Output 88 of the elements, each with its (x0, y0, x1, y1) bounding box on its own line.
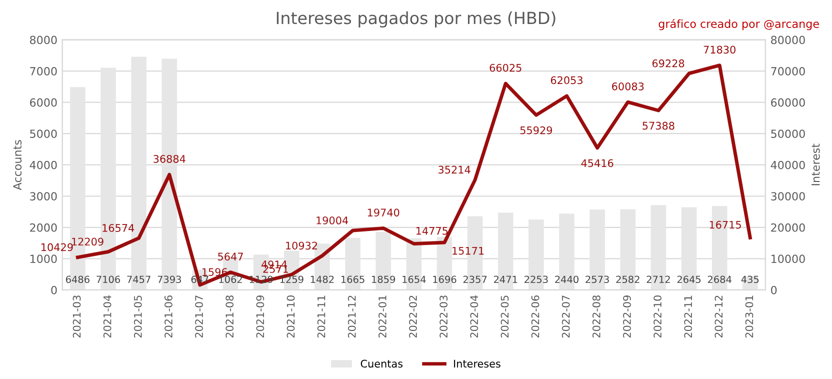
x-tick-label: 2021-09 (256, 296, 264, 338)
y-tick-label: 3000 (30, 192, 57, 201)
data-label: 71830 (704, 46, 736, 54)
data-label: 16715 (710, 220, 741, 229)
data-label: 2440 (555, 276, 578, 284)
data-label: 45416 (581, 159, 614, 168)
data-label: 1482 (310, 276, 334, 284)
x-tick-label: 2021-04 (103, 295, 112, 338)
chart-title: Intereses pagados por mes (HBD) (276, 11, 556, 28)
x-tick-label: 2021-11 (317, 296, 326, 338)
data-label: 7457 (127, 276, 150, 284)
legend-label: Intereses (454, 360, 500, 368)
x-tick-label: 2022-07 (562, 296, 570, 338)
y-tick-label: 0 (51, 286, 57, 294)
x-tick-label: 2022-05 (500, 296, 509, 338)
y-tick-label: 8000 (30, 36, 57, 44)
data-label: 5647 (218, 252, 243, 261)
text: gráfico creado por @arcange (658, 18, 819, 30)
data-label: 10932 (286, 242, 318, 250)
data-label: 2471 (494, 276, 518, 283)
data-label: 36884 (154, 154, 186, 163)
x-tick-label: 2023-01 (745, 296, 754, 338)
x-tick-label: 2022-02 (409, 296, 417, 338)
data-label: 15171 (452, 246, 484, 255)
y-tick-label: 5000 (30, 130, 57, 138)
x-tick-label: 2022-12 (714, 296, 723, 338)
x-tick-label: 2021-12 (348, 296, 356, 338)
data-label: 1654 (402, 276, 426, 284)
y-tick-label: 6000 (30, 98, 57, 107)
y2-axis-title: Interest (812, 144, 820, 186)
data-label: 60083 (612, 82, 644, 90)
x-tick-label: 2022-11 (684, 296, 692, 338)
data-label: 19004 (316, 216, 348, 224)
x-tick-label: 2022-09 (623, 296, 631, 338)
y-tick-label: 4000 (30, 160, 57, 170)
x-tick-label: 2022-01 (378, 296, 386, 338)
data-label: 14775 (416, 227, 448, 235)
data-label: 16574 (102, 224, 134, 232)
data-label: 1259 (280, 276, 304, 284)
data-label: 2253 (524, 276, 548, 284)
y2-tick-label: 50000 (771, 130, 805, 138)
data-label: 1665 (341, 276, 364, 284)
x-tick-label: 2021-05 (134, 296, 142, 338)
data-label: 2684 (708, 276, 732, 284)
legend-label: Cuentas (360, 360, 403, 368)
y2-tick-label: 40000 (770, 160, 805, 170)
data-label: 2357 (463, 276, 487, 284)
x-tick-label: 2022-03 (440, 296, 448, 338)
x-tick-label: 2022-10 (654, 295, 662, 338)
y2-tick-label: 10000 (772, 254, 805, 264)
data-label: 55929 (520, 126, 552, 134)
data-label: 2712 (646, 276, 670, 283)
data-label: 57388 (642, 122, 674, 130)
y2-tick-label: 60000 (771, 98, 805, 107)
x-tick-label: 2021-06 (164, 295, 172, 338)
y-axis-title: Accounts (13, 140, 22, 190)
y2-tick-label: 20000 (771, 223, 805, 232)
x-tick-label: 2022-04 (470, 295, 478, 338)
x-tick-label: 2022-06 (531, 295, 540, 338)
data-label: 10429 (42, 243, 73, 252)
x-tick-label: 2021-03 (72, 296, 81, 338)
data-label: 66025 (490, 64, 522, 72)
y2-tick-label: 0 (771, 286, 777, 294)
data-label: 69228 (652, 59, 684, 68)
data-label: 2582 (616, 276, 640, 284)
y2-tick-label: 30000 (771, 192, 805, 201)
y-tick-label: 1000 (30, 254, 57, 264)
data-label: 1696 (433, 276, 456, 284)
x-tick-label: 2021-07 (195, 296, 203, 338)
x-tick-label: 2021-08 (226, 296, 234, 338)
data-label: 1062 (219, 276, 242, 284)
x-tick-label: 2021-10 (286, 295, 295, 338)
x-tick-label: 2022-08 (592, 296, 600, 338)
y2-tick-label: 70000 (771, 67, 805, 76)
data-label: 12209 (72, 238, 104, 246)
data-label: 7106 (96, 276, 120, 284)
data-label: 35214 (438, 166, 470, 174)
data-label: 6486 (66, 276, 90, 284)
data-label: 435 (741, 276, 759, 284)
data-label: 2645 (677, 276, 701, 284)
y-tick-label: 7000 (30, 67, 57, 76)
y-tick-label: 2000 (30, 223, 57, 232)
data-label: 7393 (158, 276, 181, 284)
data-label: 62053 (550, 76, 582, 84)
data-label: 19740 (368, 208, 400, 216)
data-label: 2573 (586, 276, 609, 284)
y2-tick-label: 80000 (771, 36, 805, 44)
data-label: 1859 (372, 276, 396, 284)
